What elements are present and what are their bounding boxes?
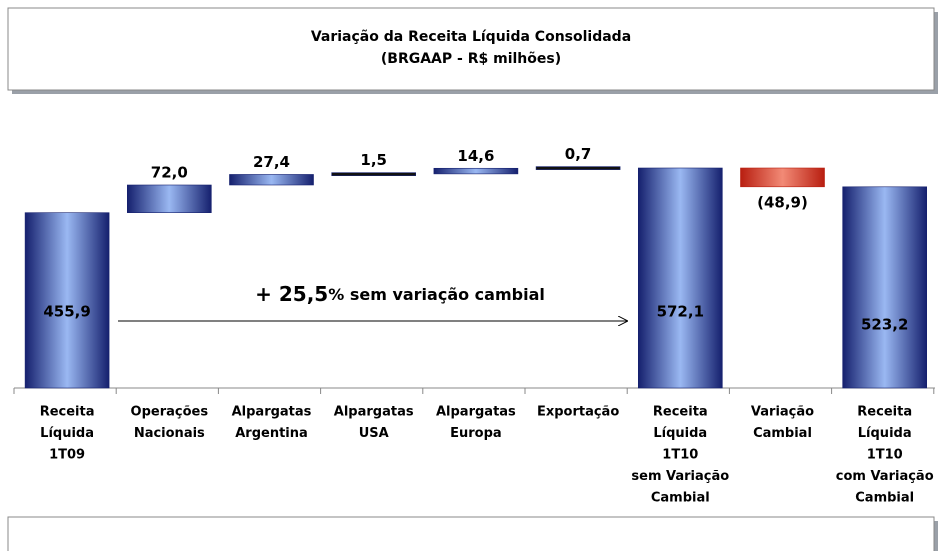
subtitle: (BRGAAP - R$ milhões) xyxy=(381,51,561,67)
x-tick-label: com Variação xyxy=(836,469,934,484)
bar xyxy=(433,167,519,175)
x-tick-label: 1T10 xyxy=(867,448,903,463)
annotation-sign: + xyxy=(255,282,279,306)
x-tick-label: 1T10 xyxy=(662,448,698,463)
bar xyxy=(740,167,825,188)
x-tick-label: 1T09 xyxy=(49,448,85,463)
annotation-value: 25,5 xyxy=(279,282,328,306)
x-tick-label: USA xyxy=(359,426,389,441)
bar xyxy=(637,167,723,389)
x-tick-label: Europa xyxy=(450,426,502,441)
x-tick-label: Alpargatas xyxy=(334,405,414,420)
x-tick-label: Líquida xyxy=(40,426,94,441)
x-tick-label: Alpargatas xyxy=(436,405,516,420)
value-label: 455,9 xyxy=(43,303,90,321)
x-tick-label: Operações xyxy=(131,405,209,420)
value-label: 27,4 xyxy=(253,153,290,171)
footer-box xyxy=(7,516,935,551)
title-box xyxy=(7,7,935,91)
x-tick-label: Cambial xyxy=(651,491,710,506)
value-label: 0,7 xyxy=(565,145,592,163)
value-label: 1,5 xyxy=(360,151,387,169)
x-tick-label: Nacionais xyxy=(134,426,205,441)
x-tick-label: Exportação xyxy=(537,405,619,420)
x-tick-label: Líquida xyxy=(858,426,912,441)
x-tick-label: Receita xyxy=(857,405,912,420)
x-tick-label: Argentina xyxy=(235,426,308,441)
x-tick-label: Receita xyxy=(653,405,708,420)
annotation: + 25,5% sem variação cambial xyxy=(255,282,545,306)
annotation-text: % sem variação cambial xyxy=(328,285,545,304)
bar xyxy=(127,184,212,213)
bar xyxy=(229,174,314,186)
x-tick-label: Cambial xyxy=(855,491,914,506)
x-tick-label: Líquida xyxy=(653,426,707,441)
value-label: 14,6 xyxy=(457,147,494,165)
bar xyxy=(331,172,417,176)
bar xyxy=(842,186,928,389)
value-label: 72,0 xyxy=(151,163,188,181)
x-tick-label: sem Variação xyxy=(631,469,729,484)
x-tick-label: Cambial xyxy=(753,426,812,441)
x-tick-label: Receita xyxy=(40,405,95,420)
value-label: 523,2 xyxy=(861,316,908,334)
bar xyxy=(535,166,621,170)
value-label: (48,9) xyxy=(757,193,808,211)
title: Variação da Receita Líquida Consolidada xyxy=(311,29,631,45)
x-tick-label: Alpargatas xyxy=(232,405,312,420)
x-tick-label: Variação xyxy=(751,405,814,420)
value-label: 572,1 xyxy=(657,303,704,321)
bar xyxy=(24,212,110,389)
